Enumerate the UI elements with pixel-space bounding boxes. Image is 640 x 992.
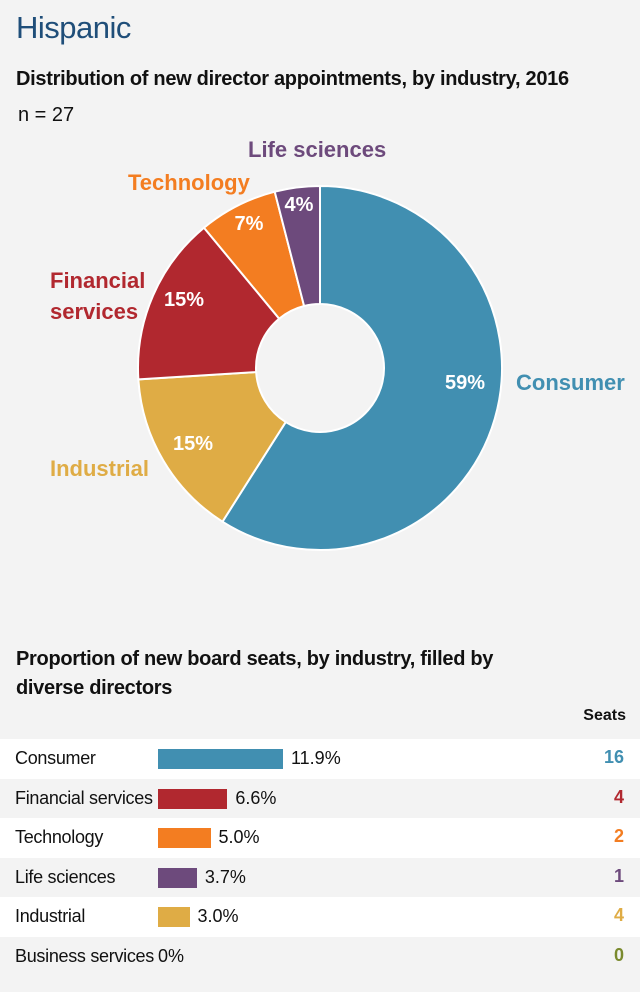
donut-value-label: 7% bbox=[235, 213, 264, 235]
bar bbox=[158, 828, 211, 848]
bar-value-label: 3.0% bbox=[197, 906, 239, 926]
bar-value-label: 6.6% bbox=[235, 787, 277, 808]
bar-category-label: Consumer bbox=[15, 748, 96, 768]
seats-column-header: Seats bbox=[583, 707, 626, 724]
bar-chart-table: Consumer 11.9% 16 Financial services 6.6% 4 Te… bbox=[0, 739, 640, 976]
bar-value-label: 11.9% bbox=[291, 748, 341, 768]
bar-value-label: 5.0% bbox=[218, 827, 260, 847]
bar bbox=[158, 907, 190, 927]
bar-category-label: Technology bbox=[15, 827, 104, 847]
bar-value-label: 3.7% bbox=[204, 866, 246, 887]
seats-value: 0 bbox=[613, 944, 624, 965]
bar bbox=[158, 749, 283, 769]
donut-slice-life-sciences bbox=[273, 184, 321, 308]
donut-chart: 59% Consumer 15% Industrial 15% Financial serv… bbox=[50, 137, 625, 551]
donut-value-label: 4% bbox=[285, 194, 314, 216]
donut-slice-consumer bbox=[221, 184, 503, 551]
bar-category-label: Financial services bbox=[15, 787, 153, 808]
seats-value: 4 bbox=[613, 786, 624, 807]
donut-category-label: Financial bbox=[50, 268, 145, 293]
donut-value-label: 15% bbox=[164, 289, 204, 311]
donut-category-label: Technology bbox=[128, 170, 251, 195]
donut-category-label: Consumer bbox=[516, 370, 625, 395]
bar-row: Life sciences 3.7% 1 bbox=[0, 858, 640, 898]
seats-value: 1 bbox=[613, 865, 624, 886]
bar-row: Business services 0% 0 bbox=[0, 937, 640, 977]
bar-chart-title: Proportion of new board seats, by indust… bbox=[16, 648, 494, 699]
bar-row: Technology 5.0% 2 bbox=[0, 818, 640, 858]
donut-category-label: Life sciences bbox=[248, 137, 386, 162]
donut-slice-industrial bbox=[137, 370, 288, 524]
seats-value: 16 bbox=[603, 747, 624, 767]
seats-value: 4 bbox=[613, 905, 624, 925]
bar-row: Consumer 11.9% 16 bbox=[0, 739, 640, 779]
sample-size-label: n = 27 bbox=[18, 104, 75, 126]
donut-chart-title: Distribution of new director appointment… bbox=[16, 68, 569, 90]
bar-row: Industrial 3.0% 4 bbox=[0, 897, 640, 937]
bar bbox=[158, 867, 197, 888]
donut-value-label: 59% bbox=[445, 372, 485, 394]
page-title: Hispanic bbox=[16, 10, 131, 45]
bar-category-label: Business services bbox=[15, 945, 154, 966]
bar-category-label: Life sciences bbox=[15, 866, 116, 887]
seats-value: 2 bbox=[613, 826, 624, 846]
donut-category-label: services bbox=[50, 299, 138, 324]
bar bbox=[158, 788, 228, 809]
donut-value-label: 15% bbox=[173, 433, 213, 455]
donut-slice-financial-services bbox=[137, 226, 281, 381]
bar-row: Financial services 6.6% 4 bbox=[0, 779, 640, 819]
donut-category-label: Industrial bbox=[50, 456, 149, 481]
bar-value-label: 0% bbox=[158, 945, 185, 966]
bar-category-label: Industrial bbox=[15, 906, 86, 926]
